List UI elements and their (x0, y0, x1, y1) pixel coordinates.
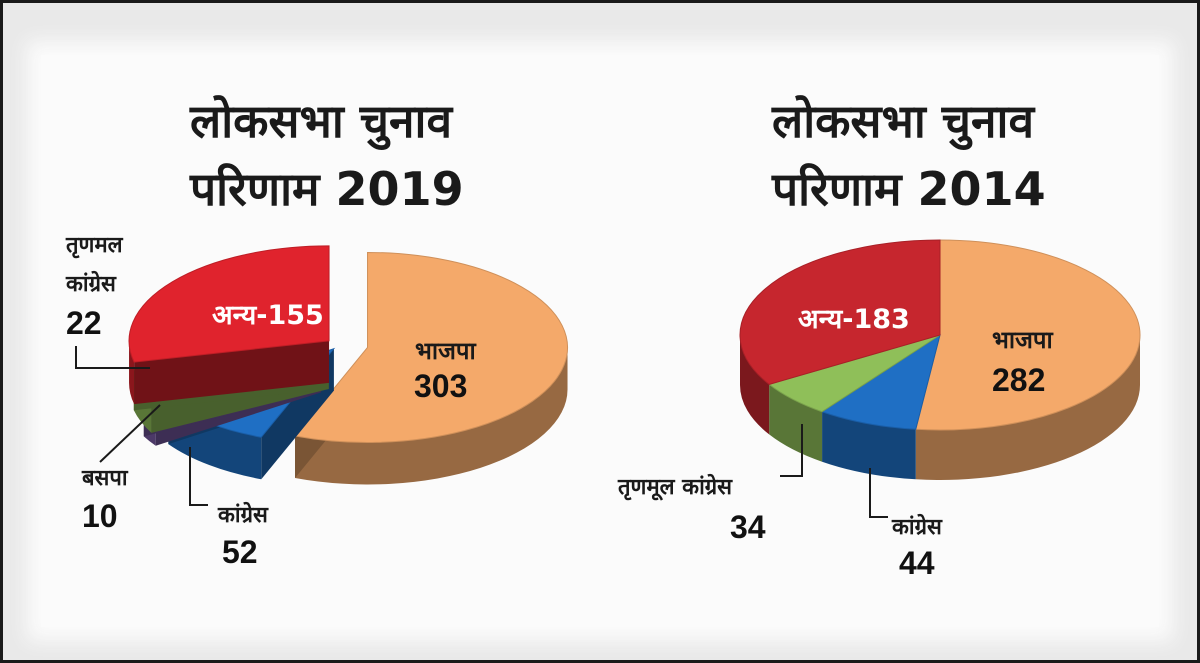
slice-2014-congress (820, 333, 941, 430)
label-congress-value-2019: 52 (222, 534, 258, 570)
chart-2019-title-line-1: लोकसभा चुनाव (189, 94, 453, 151)
slice-2014-bjp-side (915, 335, 1140, 480)
slice-label-bjp-name-2014: भाजपा (992, 326, 1054, 354)
pie-chart-2019: लोकसभा चुनाव परिणाम 2019 अन्य-155 भाजपा … (65, 94, 569, 570)
label-bsp-value-2019: 10 (82, 498, 118, 534)
slice-2019-bjp (294, 251, 569, 443)
slice-2014-others (739, 239, 941, 385)
slice-label-bjp-value-2019: 303 (414, 368, 467, 404)
slice-label-others-2014: अन्य-183 (798, 304, 910, 335)
leader-line-tmc-2019 (75, 346, 150, 369)
slice-2019-others-side (129, 340, 135, 405)
label-tmc-line2-2019: कांग्रेस (65, 270, 117, 297)
slice-label-others-2019: अन्य-155 (212, 300, 324, 331)
slice-2019-bjp-side (295, 347, 568, 485)
label-tmc-line1-2019: तृणमल (65, 233, 124, 259)
chart-2019-slices (128, 245, 569, 485)
slice-2019-others (128, 245, 330, 363)
slice-label-bjp-name-2019: भाजपा (415, 337, 477, 365)
chart-2014-slices (739, 239, 1141, 480)
slice-2014-bjp (915, 239, 1141, 431)
chart-2014-title-line-2: परिणाम 2014 (771, 162, 1046, 216)
leader-line-tmc-2014 (780, 424, 803, 477)
chart-2019-title-line-2: परिणाम 2019 (189, 162, 464, 216)
label-bsp-name-2019: बसपा (81, 466, 129, 491)
slice-2014-congress-side (822, 411, 916, 480)
label-tmc-value-2019: 22 (66, 305, 102, 341)
label-tmc-name-2014: तृणमूल कांग्रेस (617, 473, 733, 501)
slice-label-bjp-value-2014: 282 (992, 362, 1045, 398)
pie-chart-2014: लोकसभा चुनाव परिणाम 2014 अन्य-183 भाजपा … (617, 94, 1141, 581)
slice-2019-others-cut-0 (134, 340, 330, 405)
label-congress-value-2014: 44 (899, 545, 935, 581)
label-congress-name-2019: कांग्रेस (217, 501, 269, 528)
label-tmc-value-2014: 34 (730, 509, 766, 545)
label-congress-name-2014: कांग्रेस (891, 513, 943, 540)
chart-2014-title-line-1: लोकसभा चुनाव (771, 94, 1035, 151)
leader-line-congress-2014 (869, 468, 888, 518)
leader-line-congress-2019 (189, 447, 208, 506)
slice-2014-tmc-side (769, 384, 823, 462)
leader-line-bsp-2019 (99, 404, 161, 463)
slice-2014-others-side (740, 335, 770, 435)
